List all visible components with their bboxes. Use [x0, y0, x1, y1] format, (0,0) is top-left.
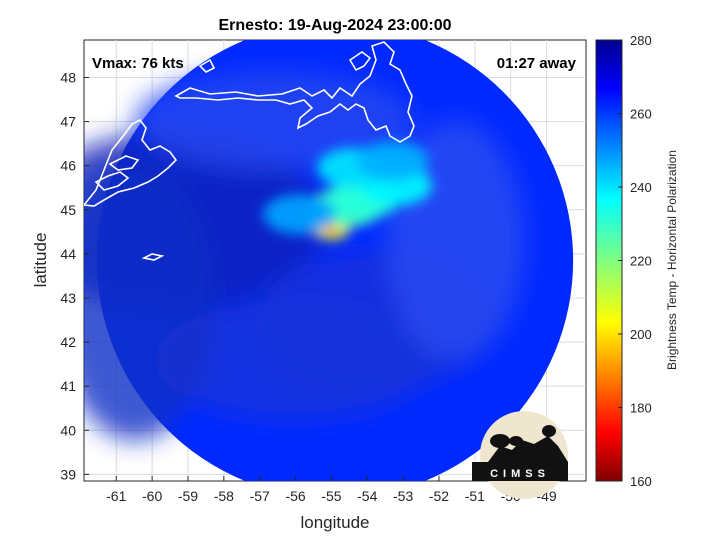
y-tick-label: 42 — [60, 334, 76, 350]
colorbar-tick-label: 180 — [630, 401, 652, 416]
x-axis-label: longitude — [300, 513, 369, 532]
x-tick-label: -53 — [393, 488, 413, 504]
band — [84, 160, 215, 441]
y-tick-label: 44 — [60, 246, 76, 262]
colorbar-tick-label: 260 — [630, 107, 652, 122]
logo-text: CIMSS — [490, 468, 550, 480]
y-tick-label: 47 — [60, 114, 76, 130]
colorbar-tick-label: 200 — [630, 327, 652, 342]
y-tick-label: 48 — [60, 69, 76, 85]
chart-title: Ernesto: 19-Aug-2024 23:00:00 — [219, 17, 452, 34]
colorbar-tick-label: 160 — [630, 474, 652, 489]
x-tick-label: -60 — [142, 488, 162, 504]
convective-cell — [263, 194, 336, 235]
colorbar-tick-label: 240 — [630, 180, 652, 195]
colorbar: 160 180 200 220 240 260 280 Brightness Temp - … — [595, 33, 679, 489]
x-tick-label: -54 — [357, 488, 377, 504]
y-tick-label: 43 — [60, 290, 76, 306]
x-tick-label: -56 — [285, 488, 305, 504]
cimss-logo: CIMSS — [472, 411, 568, 499]
x-tick-label: -52 — [429, 488, 449, 504]
vmax-annotation: Vmax: 76 kts — [92, 55, 184, 72]
x-axis-ticks: -61-60-59-58-57-56-55-54-53-52-51-50-49 — [106, 476, 557, 504]
convective-features — [263, 141, 432, 240]
x-tick-label: -59 — [178, 488, 198, 504]
x-tick-label: -58 — [214, 488, 234, 504]
x-tick-label: -51 — [465, 488, 485, 504]
swath-texture — [84, 70, 525, 441]
y-tick-label: 41 — [60, 378, 76, 394]
convective-cell — [356, 141, 429, 182]
colorbar-gradient — [595, 39, 623, 482]
storm-eye — [324, 224, 339, 235]
colorbar-tick-label: 280 — [630, 33, 652, 48]
colorbar-tick-label: 220 — [630, 254, 652, 269]
colorbar-ticks: 160 180 200 220 240 260 280 — [618, 33, 652, 489]
colorbar-label: Brightness Temp - Horizontal Polarizatio… — [665, 150, 679, 370]
y-tick-label: 46 — [60, 158, 76, 174]
band — [155, 300, 435, 421]
y-axis-label: latitude — [31, 233, 50, 288]
y-tick-label: 39 — [60, 466, 76, 482]
coastline-outline — [84, 41, 415, 261]
x-tick-label: -57 — [250, 488, 270, 504]
time-away-annotation: 01:27 away — [497, 55, 577, 72]
y-tick-label: 45 — [60, 202, 76, 218]
x-tick-label: -61 — [106, 488, 126, 504]
satellite-swath — [84, 40, 574, 481]
y-axis-ticks: 39 40 41 42 43 44 45 46 47 48 — [60, 69, 89, 482]
x-tick-label: -55 — [321, 488, 341, 504]
band — [135, 70, 415, 171]
y-tick-label: 40 — [60, 422, 76, 438]
